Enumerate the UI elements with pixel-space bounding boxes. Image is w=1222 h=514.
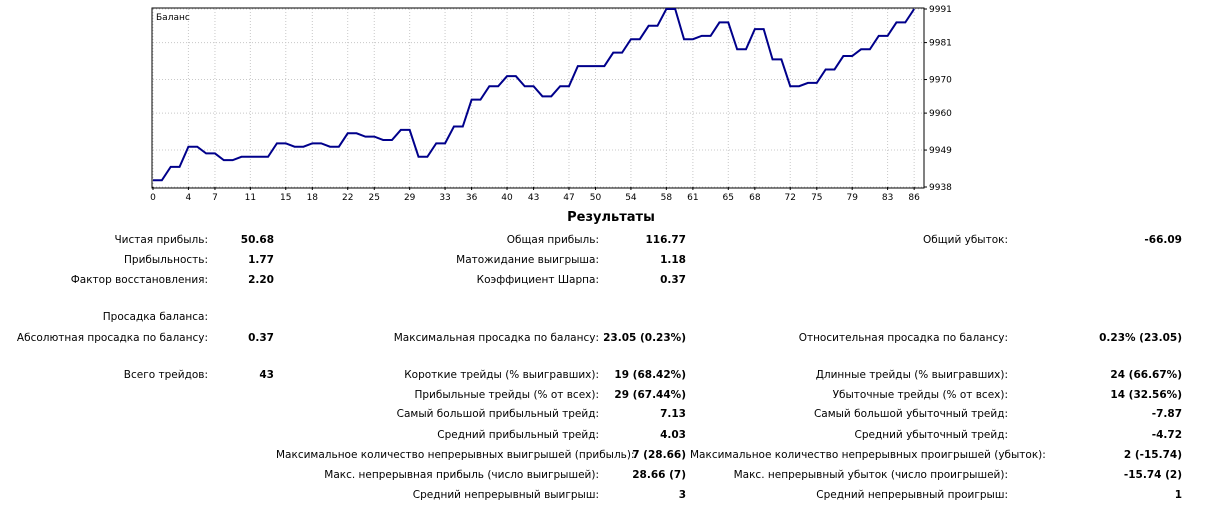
x-tick-label: 79 <box>846 193 858 203</box>
net-profit-value: 50.68 <box>240 234 274 246</box>
loss-trades-label: Убыточные трейды (% от всех): <box>832 389 1008 401</box>
short-trades-value: 19 (68.42%) <box>614 369 686 381</box>
x-tick-label: 29 <box>404 193 416 203</box>
total-trades-value: 43 <box>259 369 274 381</box>
x-tick-label: 22 <box>342 193 353 203</box>
average-consecutive-wins-value: 3 <box>678 489 686 501</box>
x-tick-label: 4 <box>186 193 192 203</box>
gross-loss-value: -66.09 <box>1144 234 1182 246</box>
expected-payoff-value: 1.18 <box>660 254 686 266</box>
balance-drawdown-label: Просадка баланса: <box>102 311 208 323</box>
x-tick-label: 50 <box>590 193 602 203</box>
y-axis-ticks: 9991 9981 9970 9960 9949 9938 <box>924 5 952 193</box>
x-tick-label: 83 <box>882 193 893 203</box>
recovery-factor-value: 2.20 <box>248 274 274 286</box>
short-trades-label: Короткие трейды (% выигравших): <box>404 369 599 381</box>
x-tick-label: 0 <box>150 193 156 203</box>
max-consecutive-wins-value: 7 (28.66) <box>632 449 686 461</box>
total-trades-label: Всего трейдов: <box>123 369 208 381</box>
x-tick-label: 15 <box>280 193 291 203</box>
average-consecutive-losses-value: 1 <box>1174 489 1182 501</box>
y-tick-label: 9981 <box>929 39 952 49</box>
x-tick-label: 7 <box>212 193 218 203</box>
recovery-factor-label: Фактор восстановления: <box>70 274 208 286</box>
expected-payoff-label: Матожидание выигрыша: <box>456 254 599 266</box>
long-trades-label: Длинные трейды (% выигравших): <box>815 369 1008 381</box>
loss-trades-value: 14 (32.56%) <box>1110 389 1182 401</box>
maximal-drawdown-label: Максимальная просадка по балансу: <box>393 332 599 344</box>
grid-lines <box>152 8 923 188</box>
largest-profit-trade-label: Самый большой прибыльный трейд: <box>396 408 599 420</box>
max-consecutive-loss-label: Макс. непрерывный убыток (число проигрыш… <box>733 469 1008 481</box>
y-tick-label: 9949 <box>929 146 952 156</box>
average-loss-trade-value: -4.72 <box>1151 429 1182 441</box>
average-profit-trade-value: 4.03 <box>660 429 686 441</box>
average-consecutive-losses-label: Средний непрерывный проигрыш: <box>816 489 1008 501</box>
gross-profit-value: 116.77 <box>645 234 686 246</box>
y-tick-label: 9991 <box>929 5 952 15</box>
profit-trades-value: 29 (67.44%) <box>614 389 686 401</box>
balance-chart: Баланс 0 4 7 11 15 18 22 25 29 33 36 40 43 47 50 54 58 61… <box>150 5 952 203</box>
x-tick-label: 40 <box>501 193 513 203</box>
x-tick-label: 61 <box>687 193 698 203</box>
average-loss-trade-label: Средний убыточный трейд: <box>854 429 1008 441</box>
plot-area <box>151 7 925 189</box>
max-consecutive-losses-value: 2 (-15.74) <box>1123 449 1182 461</box>
x-tick-label: 75 <box>811 193 822 203</box>
x-tick-label: 72 <box>785 193 796 203</box>
x-tick-label: 65 <box>723 193 734 203</box>
largest-profit-trade-value: 7.13 <box>660 408 686 420</box>
long-trades-value: 24 (66.67%) <box>1110 369 1182 381</box>
largest-loss-trade-value: -7.87 <box>1151 408 1182 420</box>
largest-loss-trade-label: Самый большой убыточный трейд: <box>813 408 1008 420</box>
relative-drawdown-label: Относительная просадка по балансу: <box>798 332 1008 344</box>
net-profit-label: Чистая прибыль: <box>114 234 208 246</box>
maximal-drawdown-value: 23.05 (0.23%) <box>603 332 686 344</box>
balance-line <box>153 8 915 182</box>
max-consecutive-profit-value: 28.66 (7) <box>632 469 686 481</box>
absolute-drawdown-value: 0.37 <box>248 332 274 344</box>
x-tick-label: 25 <box>369 193 380 203</box>
x-tick-label: 54 <box>625 193 637 203</box>
results-title: Результаты <box>567 210 655 225</box>
max-consecutive-loss-value: -15.74 (2) <box>1123 469 1182 481</box>
average-profit-trade-label: Средний прибыльный трейд: <box>437 429 599 441</box>
y-tick-label: 9938 <box>929 183 952 193</box>
gross-loss-label: Общий убыток: <box>922 234 1008 246</box>
x-tick-label: 43 <box>528 193 539 203</box>
profit-trades-label: Прибыльные трейды (% от всех): <box>414 389 599 401</box>
x-tick-label: 58 <box>661 193 673 203</box>
max-consecutive-losses-label: Максимальное количество непрерывных прои… <box>690 449 1046 461</box>
x-tick-label: 18 <box>307 193 319 203</box>
x-tick-label: 86 <box>908 193 920 203</box>
x-axis-ticks: 0 4 7 11 15 18 22 25 29 33 36 40 43 47 50 54 58 61 65 68 72 7… <box>150 187 920 203</box>
max-consecutive-wins-label: Максимальное количество непрерывных выиг… <box>276 449 635 461</box>
gross-profit-label: Общая прибыль: <box>506 234 599 246</box>
x-tick-label: 33 <box>439 193 450 203</box>
absolute-drawdown-label: Абсолютная просадка по балансу: <box>16 332 208 344</box>
sharpe-ratio-label: Коэффициент Шарпа: <box>476 274 599 286</box>
chart-title: Баланс <box>156 13 190 23</box>
y-tick-label: 9960 <box>929 109 952 119</box>
average-consecutive-wins-label: Средний непрерывный выигрыш: <box>412 489 599 501</box>
profit-factor-value: 1.77 <box>248 254 274 266</box>
y-tick-label: 9970 <box>929 76 952 86</box>
x-tick-label: 36 <box>466 193 478 203</box>
max-consecutive-profit-label: Макс. непрерывная прибыль (число выигрыш… <box>324 469 599 481</box>
sharpe-ratio-value: 0.37 <box>660 274 686 286</box>
x-tick-label: 47 <box>563 193 574 203</box>
profit-factor-label: Прибыльность: <box>124 254 208 266</box>
x-tick-label: 68 <box>749 193 761 203</box>
relative-drawdown-value: 0.23% (23.05) <box>1099 332 1182 344</box>
x-tick-label: 11 <box>245 193 256 203</box>
